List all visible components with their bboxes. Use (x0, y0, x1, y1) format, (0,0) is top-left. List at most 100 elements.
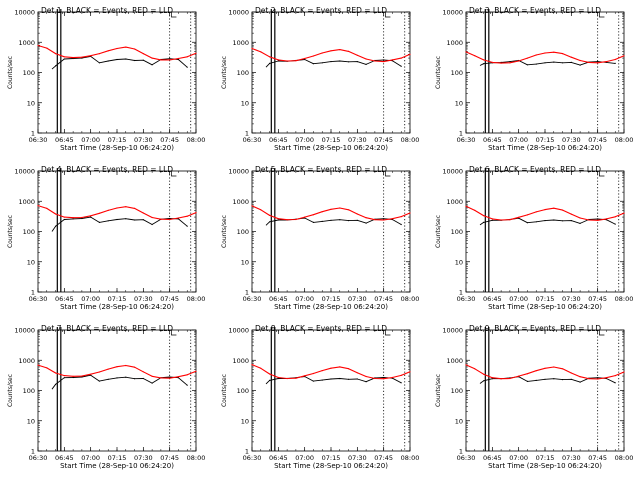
events-data-point (356, 61, 358, 63)
panel-title: Det 5, BLACK = Events, RED = LLD (255, 165, 387, 174)
lld-data-point (579, 376, 581, 378)
lld-data-point (286, 60, 288, 62)
events-data-point (63, 218, 65, 221)
y-tick-label: 1 (245, 448, 249, 456)
lld-data-point (579, 217, 581, 219)
lld-data-point (55, 372, 57, 374)
y-tick-label: 10 (241, 99, 249, 107)
events-data-point (579, 381, 581, 383)
events-data-point (553, 378, 555, 380)
events-data-point (579, 64, 581, 66)
lld-data-point (72, 57, 74, 59)
events-data-point (134, 378, 136, 380)
lld-data-point (251, 364, 253, 366)
top-bracket-mark (385, 171, 391, 177)
x-tick-label: 06:45 (483, 454, 502, 462)
plot-frame (37, 329, 197, 452)
lld-data-point (107, 209, 109, 211)
lld-data-point (72, 217, 74, 219)
lld-data-point (614, 216, 616, 218)
events-data-point (330, 219, 332, 221)
lld-data-point (169, 218, 171, 221)
x-tick-label: 07:15 (536, 136, 555, 144)
y-axis-label: Counts/sec (221, 56, 228, 89)
events-data-point (98, 380, 100, 382)
lld-data-point (151, 216, 153, 219)
events-data-point (169, 376, 171, 378)
events-data-point (125, 58, 127, 60)
lld-data-point (553, 366, 555, 368)
y-tick-label: 1 (459, 130, 463, 138)
lld-data-point (474, 368, 476, 370)
x-tick-label: 07:30 (348, 295, 367, 303)
lld-data-point (588, 378, 590, 380)
lld-data-point (269, 56, 271, 58)
top-bracket-mark (171, 330, 177, 336)
x-tick-label: 07:00 (509, 295, 528, 303)
events-data-point (81, 217, 83, 220)
lld-data-point (277, 59, 279, 61)
lld-data-point (251, 47, 253, 50)
x-axis-label: Start Time (28-Sep-10 06:24:20) (60, 144, 174, 152)
plot-frame (465, 329, 625, 452)
events-data-point (597, 218, 599, 220)
lld-series-line (465, 364, 625, 380)
detector-panel: 1 10 100 1000 10000 06:30 06:45 07:00 07:15 07:30… (435, 6, 633, 152)
y-tick-label: 1000 (232, 198, 249, 206)
events-data-point (269, 379, 271, 381)
x-tick-label: 06:45 (269, 295, 288, 303)
lld-data-point (277, 218, 279, 220)
detector-panel: 1 10 100 1000 10000 06:30 06:45 07:00 07:15 07:30… (435, 324, 633, 470)
x-axis-label: Start Time (28-Sep-10 06:24:20) (488, 144, 602, 152)
lld-data-point (383, 378, 385, 380)
y-tick-label: 100 (23, 69, 35, 77)
lld-data-point (588, 219, 590, 221)
lld-data-point (169, 377, 171, 379)
y-tick-label: 100 (23, 228, 35, 236)
panel-title: Det 4, BLACK = Events, RED = LLD (41, 165, 173, 174)
lld-data-point (526, 57, 529, 59)
lld-data-point (304, 57, 306, 60)
y-tick-label: 10000 (442, 327, 463, 335)
x-tick-label: 06:30 (29, 295, 48, 303)
lld-data-point (597, 219, 599, 221)
events-data-point (142, 219, 144, 221)
y-tick-label: 1 (459, 448, 463, 456)
events-data-point (483, 63, 485, 65)
x-tick-label: 07:15 (536, 454, 555, 462)
events-data-point (597, 61, 599, 63)
y-tick-label: 10000 (442, 9, 463, 17)
lld-data-point (81, 56, 83, 58)
lld-data-point (37, 44, 39, 47)
events-data-point (562, 62, 564, 64)
y-tick-label: 1000 (18, 39, 35, 47)
y-tick-label: 10 (455, 258, 463, 266)
panel-title: Det 1, BLACK = Events, RED = LLD (41, 6, 173, 15)
x-tick-label: 06:45 (269, 136, 288, 144)
lld-data-point (605, 377, 608, 379)
panel-title: Det 2, BLACK = Events, RED = LLD (255, 6, 387, 15)
events-data-point (544, 378, 546, 380)
y-axis-label: Counts/sec (221, 374, 228, 407)
lld-data-point (491, 61, 493, 64)
y-tick-label: 10 (455, 417, 463, 425)
events-data-point (570, 378, 572, 380)
lld-data-point (269, 373, 271, 375)
lld-data-point (509, 62, 511, 64)
lld-data-point (160, 377, 162, 379)
x-tick-label: 07:00 (509, 136, 528, 144)
x-tick-label: 07:15 (322, 295, 341, 303)
x-tick-label: 06:30 (243, 136, 262, 144)
events-data-point (356, 378, 358, 380)
panel-title: Det 3, BLACK = Events, RED = LLD (469, 6, 601, 15)
x-axis-label: Start Time (28-Sep-10 06:24:20) (60, 303, 174, 311)
events-data-point (348, 378, 350, 380)
events-data-point (269, 221, 271, 223)
events-data-point (579, 222, 581, 224)
events-data-point (365, 381, 367, 383)
lld-data-point (356, 54, 358, 56)
lld-data-point (151, 375, 153, 377)
lld-data-point (570, 372, 572, 374)
x-tick-label: 06:45 (483, 295, 502, 303)
lld-data-point (286, 219, 288, 221)
